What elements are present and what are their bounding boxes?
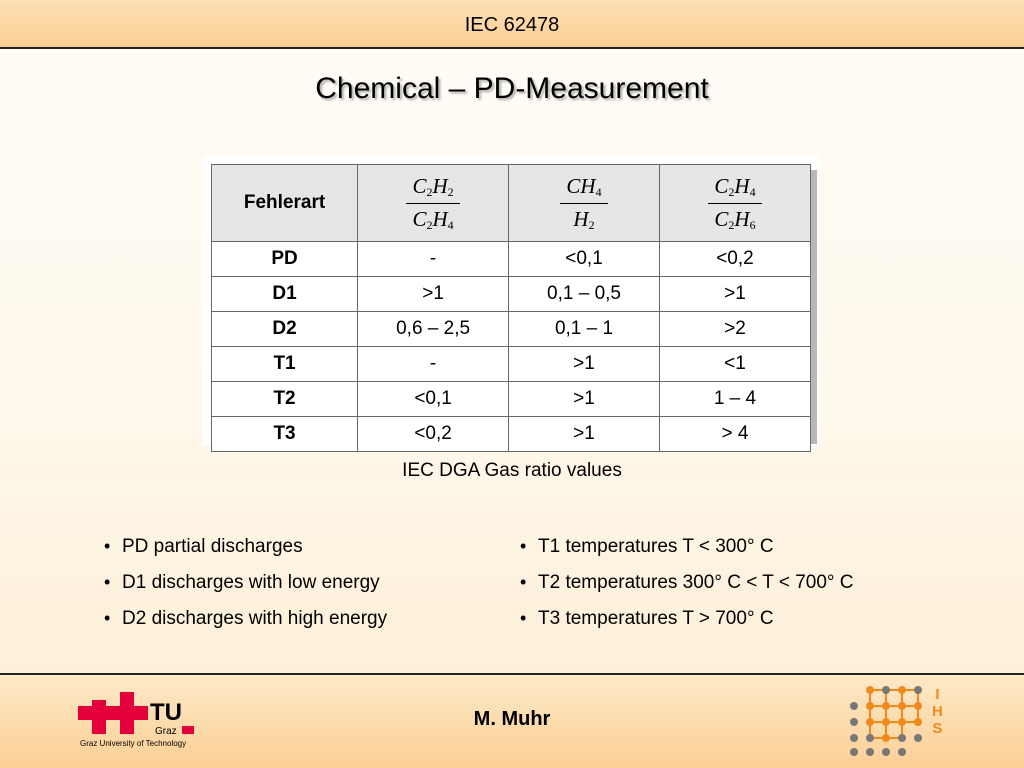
- table-cell: 0,1 – 0,5: [508, 276, 660, 312]
- row-label: D2: [210, 311, 359, 347]
- header-title: IEC 62478: [464, 14, 560, 36]
- table-cell: -: [357, 241, 510, 277]
- header-bar: IEC 62478: [0, 0, 1024, 49]
- tu-logo-blocks-icon: [78, 692, 148, 734]
- table-cell: 1 – 4: [658, 381, 812, 417]
- row-label: T2: [210, 381, 359, 417]
- tu-graz-logo: TU Graz: [78, 692, 194, 737]
- table-row: D2 0,6 – 2,5 0,1 – 1 >2: [210, 311, 812, 347]
- table-row: T2 <0,1 >1 1 – 4: [210, 381, 812, 417]
- header-ratio-c2h4-c2h6: C2H4 C2H6: [658, 164, 812, 242]
- table-cell: >2: [658, 311, 812, 347]
- ihs-letters: I H S: [932, 686, 943, 737]
- table-cell: <1: [658, 346, 812, 382]
- table-cell: >1: [508, 346, 660, 382]
- slide-title: Chemical – PD-Measurement: [315, 72, 709, 105]
- table-cell: 0,6 – 2,5: [357, 311, 510, 347]
- bullet-list-temperatures: T1 temperatures T < 300° C T2 temperatur…: [520, 533, 854, 641]
- list-item: T2 temperatures 300° C < T < 700° C: [520, 569, 854, 605]
- table-cell: <0,2: [357, 416, 510, 452]
- header-ratio-c2h2-c2h4: C2H2 C2H4: [357, 164, 510, 242]
- table-caption: IEC DGA Gas ratio values: [402, 460, 622, 481]
- table-cell: >1: [658, 276, 812, 312]
- row-label: D1: [210, 276, 359, 312]
- table-cell: <0,1: [357, 381, 510, 417]
- table-row: T3 <0,2 >1 > 4: [210, 416, 812, 452]
- table-cell: 0,1 – 1: [508, 311, 660, 347]
- tu-logo-text: TU: [150, 699, 182, 726]
- author-name: M. Muhr: [473, 708, 551, 730]
- tu-logo-sub: Graz: [155, 726, 177, 737]
- table-cell: > 4: [658, 416, 812, 452]
- tu-caption: Graz University of Technology: [80, 739, 187, 748]
- ratio-table-container: Fehlerart C2H2 C2H4 CH4 H2 C2H4: [210, 164, 812, 452]
- list-item: PD partial discharges: [104, 533, 387, 569]
- table-cell: >1: [357, 276, 510, 312]
- header-ratio-ch4-h2: CH4 H2: [508, 164, 660, 242]
- row-label: T1: [210, 346, 359, 382]
- row-label: T3: [210, 416, 359, 452]
- ratio-fraction: C2H4 C2H6: [708, 174, 762, 233]
- table-row: T1 - >1 <1: [210, 346, 812, 382]
- ihs-logo-dots-icon: [850, 686, 922, 756]
- row-label: PD: [210, 241, 359, 277]
- table-row: D1 >1 0,1 – 0,5 >1: [210, 276, 812, 312]
- ratio-fraction: CH4 H2: [560, 174, 608, 233]
- table-header-row: Fehlerart C2H2 C2H4 CH4 H2 C2H4: [210, 164, 812, 242]
- ratio-fraction: C2H2 C2H4: [406, 174, 460, 233]
- ratio-table: Fehlerart C2H2 C2H4 CH4 H2 C2H4: [210, 164, 812, 452]
- table-cell: >1: [508, 381, 660, 417]
- table-cell: -: [357, 346, 510, 382]
- footer-divider: [0, 673, 1024, 675]
- list-item: T3 temperatures T > 700° C: [520, 605, 854, 641]
- list-item: D1 discharges with low energy: [104, 569, 387, 605]
- header-fehlerart: Fehlerart: [210, 164, 359, 242]
- table-cell: >1: [508, 416, 660, 452]
- bullet-list-discharges: PD partial discharges D1 discharges with…: [104, 533, 387, 641]
- table-cell: <0,1: [508, 241, 660, 277]
- table-cell: <0,2: [658, 241, 812, 277]
- table-row: PD - <0,1 <0,2: [210, 241, 812, 277]
- list-item: D2 discharges with high energy: [104, 605, 387, 641]
- list-item: T1 temperatures T < 300° C: [520, 533, 854, 569]
